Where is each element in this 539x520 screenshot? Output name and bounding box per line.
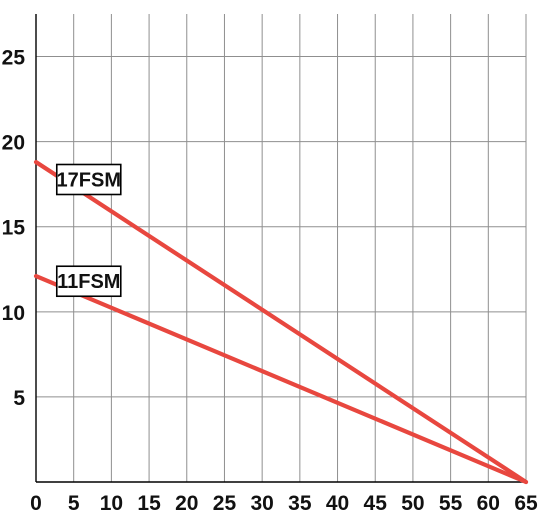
x-tick-label-30: 30 (250, 492, 273, 515)
x-tick-label-20: 20 (175, 492, 198, 515)
series-label-box (55, 163, 122, 196)
series-labels: 17FSM 11FSM (55, 163, 122, 298)
axes (35, 14, 526, 483)
x-tick-label-0: 0 (30, 492, 42, 515)
y-tick-label-15: 15 (2, 217, 26, 240)
x-tick-label-45: 45 (364, 492, 388, 515)
x-tick-label-10: 10 (100, 492, 123, 515)
x-tick-label-60: 60 (477, 492, 500, 515)
series-label-17fsm: 17FSM (55, 163, 122, 196)
series-label-11fsm: 11FSM (55, 265, 122, 298)
series-line-17fsm (33, 159, 529, 485)
x-tick-label-40: 40 (326, 492, 349, 515)
x-tick-label-5: 5 (68, 492, 80, 515)
series-line-11fsm (33, 273, 529, 485)
series-label-text: 11FSM (57, 271, 120, 293)
y-tick-label-10: 10 (2, 302, 25, 325)
y-tick-label-20: 20 (2, 132, 25, 155)
y-tick-label-25: 25 (2, 47, 26, 70)
series-label-text: 17FSM (57, 169, 121, 191)
x-tick-label-35: 35 (288, 492, 312, 515)
series-lines (33, 159, 529, 485)
y-tick-label-5: 5 (13, 387, 25, 410)
grid (36, 14, 527, 482)
x-tick-label-50: 50 (401, 492, 424, 515)
series-label-box (55, 265, 122, 298)
tick-labels: 0 5 10 15 20 25 30 35 40 45 50 55 60 65 5 10 15 20 25 (2, 47, 538, 515)
x-tick-label-25: 25 (213, 492, 237, 515)
x-tick-label-65: 65 (514, 492, 538, 515)
x-tick-label-15: 15 (137, 492, 161, 515)
x-tick-label-55: 55 (439, 492, 463, 515)
